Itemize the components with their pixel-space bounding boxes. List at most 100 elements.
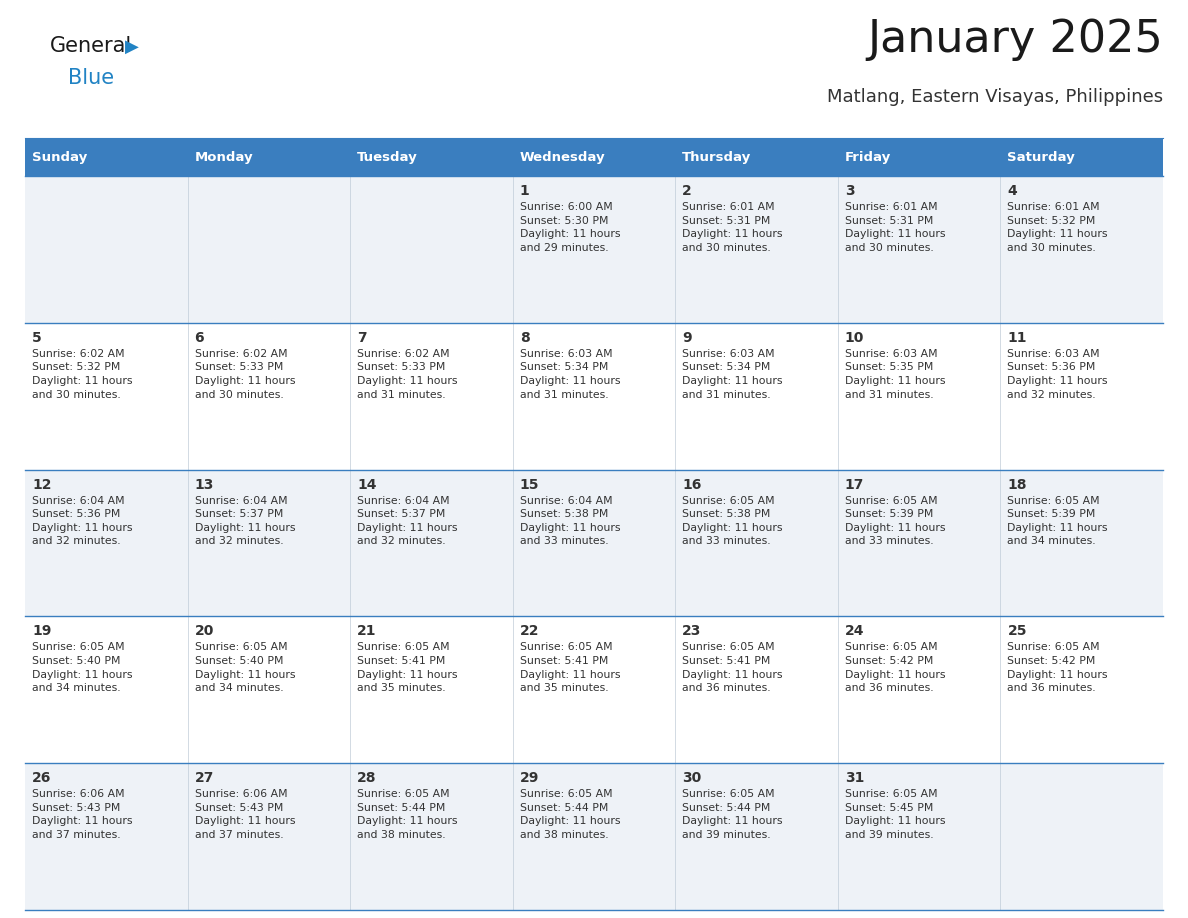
Text: Sunrise: 6:02 AM
Sunset: 5:33 PM
Daylight: 11 hours
and 30 minutes.: Sunrise: 6:02 AM Sunset: 5:33 PM Dayligh… bbox=[195, 349, 295, 399]
Text: Sunrise: 6:03 AM
Sunset: 5:35 PM
Daylight: 11 hours
and 31 minutes.: Sunrise: 6:03 AM Sunset: 5:35 PM Dayligh… bbox=[845, 349, 946, 399]
Text: Sunrise: 6:06 AM
Sunset: 5:43 PM
Daylight: 11 hours
and 37 minutes.: Sunrise: 6:06 AM Sunset: 5:43 PM Dayligh… bbox=[32, 789, 133, 840]
Text: Sunrise: 6:05 AM
Sunset: 5:42 PM
Daylight: 11 hours
and 36 minutes.: Sunrise: 6:05 AM Sunset: 5:42 PM Dayligh… bbox=[845, 643, 946, 693]
Text: 19: 19 bbox=[32, 624, 51, 638]
Text: Sunrise: 6:05 AM
Sunset: 5:41 PM
Daylight: 11 hours
and 35 minutes.: Sunrise: 6:05 AM Sunset: 5:41 PM Dayligh… bbox=[358, 643, 457, 693]
Bar bbox=[675, 763, 838, 910]
Bar bbox=[1000, 763, 1163, 910]
Text: 6: 6 bbox=[195, 330, 204, 345]
Text: Sunrise: 6:03 AM
Sunset: 5:34 PM
Daylight: 11 hours
and 31 minutes.: Sunrise: 6:03 AM Sunset: 5:34 PM Dayligh… bbox=[519, 349, 620, 399]
Bar bbox=[675, 470, 838, 616]
Bar bbox=[675, 323, 838, 470]
Bar bbox=[188, 763, 350, 910]
Text: 26: 26 bbox=[32, 771, 51, 785]
Text: Sunrise: 6:02 AM
Sunset: 5:32 PM
Daylight: 11 hours
and 30 minutes.: Sunrise: 6:02 AM Sunset: 5:32 PM Dayligh… bbox=[32, 349, 133, 399]
Bar bbox=[25, 470, 188, 616]
Text: Sunrise: 6:05 AM
Sunset: 5:42 PM
Daylight: 11 hours
and 36 minutes.: Sunrise: 6:05 AM Sunset: 5:42 PM Dayligh… bbox=[1007, 643, 1108, 693]
Text: 31: 31 bbox=[845, 771, 864, 785]
Text: Sunrise: 6:04 AM
Sunset: 5:37 PM
Daylight: 11 hours
and 32 minutes.: Sunrise: 6:04 AM Sunset: 5:37 PM Dayligh… bbox=[358, 496, 457, 546]
Text: 24: 24 bbox=[845, 624, 865, 638]
Text: Saturday: Saturday bbox=[1007, 151, 1075, 163]
Text: 8: 8 bbox=[519, 330, 530, 345]
Text: January 2025: January 2025 bbox=[867, 18, 1163, 61]
Text: 27: 27 bbox=[195, 771, 214, 785]
Bar bbox=[188, 323, 350, 470]
Text: Sunrise: 6:05 AM
Sunset: 5:41 PM
Daylight: 11 hours
and 35 minutes.: Sunrise: 6:05 AM Sunset: 5:41 PM Dayligh… bbox=[519, 643, 620, 693]
Bar bbox=[675, 616, 838, 763]
Text: Sunrise: 6:05 AM
Sunset: 5:39 PM
Daylight: 11 hours
and 33 minutes.: Sunrise: 6:05 AM Sunset: 5:39 PM Dayligh… bbox=[845, 496, 946, 546]
Text: Sunrise: 6:03 AM
Sunset: 5:36 PM
Daylight: 11 hours
and 32 minutes.: Sunrise: 6:03 AM Sunset: 5:36 PM Dayligh… bbox=[1007, 349, 1108, 399]
Text: Sunrise: 6:05 AM
Sunset: 5:40 PM
Daylight: 11 hours
and 34 minutes.: Sunrise: 6:05 AM Sunset: 5:40 PM Dayligh… bbox=[32, 643, 133, 693]
Text: Sunrise: 6:01 AM
Sunset: 5:31 PM
Daylight: 11 hours
and 30 minutes.: Sunrise: 6:01 AM Sunset: 5:31 PM Dayligh… bbox=[682, 202, 783, 252]
Bar bbox=[350, 323, 513, 470]
Bar bbox=[350, 138, 513, 176]
Text: 15: 15 bbox=[519, 477, 539, 492]
Text: Sunrise: 6:05 AM
Sunset: 5:44 PM
Daylight: 11 hours
and 38 minutes.: Sunrise: 6:05 AM Sunset: 5:44 PM Dayligh… bbox=[519, 789, 620, 840]
Text: Sunrise: 6:01 AM
Sunset: 5:32 PM
Daylight: 11 hours
and 30 minutes.: Sunrise: 6:01 AM Sunset: 5:32 PM Dayligh… bbox=[1007, 202, 1108, 252]
Text: 21: 21 bbox=[358, 624, 377, 638]
Text: Sunrise: 6:03 AM
Sunset: 5:34 PM
Daylight: 11 hours
and 31 minutes.: Sunrise: 6:03 AM Sunset: 5:34 PM Dayligh… bbox=[682, 349, 783, 399]
Bar bbox=[188, 470, 350, 616]
Bar bbox=[25, 323, 188, 470]
Text: Sunrise: 6:04 AM
Sunset: 5:36 PM
Daylight: 11 hours
and 32 minutes.: Sunrise: 6:04 AM Sunset: 5:36 PM Dayligh… bbox=[32, 496, 133, 546]
Text: 20: 20 bbox=[195, 624, 214, 638]
Text: Thursday: Thursday bbox=[682, 151, 752, 163]
Text: ▶: ▶ bbox=[125, 38, 139, 56]
Bar bbox=[838, 470, 1000, 616]
Text: 5: 5 bbox=[32, 330, 42, 345]
Text: Sunrise: 6:05 AM
Sunset: 5:39 PM
Daylight: 11 hours
and 34 minutes.: Sunrise: 6:05 AM Sunset: 5:39 PM Dayligh… bbox=[1007, 496, 1108, 546]
Text: 12: 12 bbox=[32, 477, 51, 492]
Text: Sunrise: 6:01 AM
Sunset: 5:31 PM
Daylight: 11 hours
and 30 minutes.: Sunrise: 6:01 AM Sunset: 5:31 PM Dayligh… bbox=[845, 202, 946, 252]
Text: Sunday: Sunday bbox=[32, 151, 87, 163]
Text: Wednesday: Wednesday bbox=[519, 151, 606, 163]
Bar bbox=[838, 616, 1000, 763]
Text: Matlang, Eastern Visayas, Philippines: Matlang, Eastern Visayas, Philippines bbox=[827, 88, 1163, 106]
Text: 23: 23 bbox=[682, 624, 702, 638]
Text: 16: 16 bbox=[682, 477, 702, 492]
Text: Sunrise: 6:05 AM
Sunset: 5:40 PM
Daylight: 11 hours
and 34 minutes.: Sunrise: 6:05 AM Sunset: 5:40 PM Dayligh… bbox=[195, 643, 295, 693]
Bar bbox=[513, 138, 675, 176]
Text: 25: 25 bbox=[1007, 624, 1026, 638]
Text: Sunrise: 6:05 AM
Sunset: 5:44 PM
Daylight: 11 hours
and 39 minutes.: Sunrise: 6:05 AM Sunset: 5:44 PM Dayligh… bbox=[682, 789, 783, 840]
Text: Friday: Friday bbox=[845, 151, 891, 163]
Text: Sunrise: 6:04 AM
Sunset: 5:37 PM
Daylight: 11 hours
and 32 minutes.: Sunrise: 6:04 AM Sunset: 5:37 PM Dayligh… bbox=[195, 496, 295, 546]
Bar bbox=[1000, 138, 1163, 176]
Text: Blue: Blue bbox=[68, 68, 114, 88]
Text: 10: 10 bbox=[845, 330, 864, 345]
Text: 14: 14 bbox=[358, 477, 377, 492]
Bar bbox=[25, 616, 188, 763]
Text: Sunrise: 6:04 AM
Sunset: 5:38 PM
Daylight: 11 hours
and 33 minutes.: Sunrise: 6:04 AM Sunset: 5:38 PM Dayligh… bbox=[519, 496, 620, 546]
Bar bbox=[838, 323, 1000, 470]
Text: 18: 18 bbox=[1007, 477, 1026, 492]
Text: 3: 3 bbox=[845, 184, 854, 198]
Bar bbox=[838, 176, 1000, 323]
Bar bbox=[1000, 323, 1163, 470]
Bar bbox=[675, 138, 838, 176]
Text: General: General bbox=[50, 36, 132, 56]
Text: 2: 2 bbox=[682, 184, 693, 198]
Bar bbox=[1000, 176, 1163, 323]
Text: Sunrise: 6:05 AM
Sunset: 5:41 PM
Daylight: 11 hours
and 36 minutes.: Sunrise: 6:05 AM Sunset: 5:41 PM Dayligh… bbox=[682, 643, 783, 693]
Text: 30: 30 bbox=[682, 771, 702, 785]
Bar bbox=[188, 176, 350, 323]
Bar bbox=[513, 323, 675, 470]
Bar bbox=[838, 138, 1000, 176]
Text: 28: 28 bbox=[358, 771, 377, 785]
Bar bbox=[1000, 470, 1163, 616]
Text: 1: 1 bbox=[519, 184, 530, 198]
Bar bbox=[25, 138, 188, 176]
Text: 7: 7 bbox=[358, 330, 367, 345]
Bar bbox=[188, 616, 350, 763]
Text: Sunrise: 6:05 AM
Sunset: 5:44 PM
Daylight: 11 hours
and 38 minutes.: Sunrise: 6:05 AM Sunset: 5:44 PM Dayligh… bbox=[358, 789, 457, 840]
Bar bbox=[350, 176, 513, 323]
Bar bbox=[1000, 616, 1163, 763]
Bar bbox=[188, 138, 350, 176]
Text: 4: 4 bbox=[1007, 184, 1017, 198]
Text: Sunrise: 6:06 AM
Sunset: 5:43 PM
Daylight: 11 hours
and 37 minutes.: Sunrise: 6:06 AM Sunset: 5:43 PM Dayligh… bbox=[195, 789, 295, 840]
Text: 11: 11 bbox=[1007, 330, 1026, 345]
Text: Tuesday: Tuesday bbox=[358, 151, 418, 163]
Text: 22: 22 bbox=[519, 624, 539, 638]
Bar bbox=[513, 470, 675, 616]
Text: Sunrise: 6:05 AM
Sunset: 5:38 PM
Daylight: 11 hours
and 33 minutes.: Sunrise: 6:05 AM Sunset: 5:38 PM Dayligh… bbox=[682, 496, 783, 546]
Bar bbox=[25, 763, 188, 910]
Bar bbox=[25, 176, 188, 323]
